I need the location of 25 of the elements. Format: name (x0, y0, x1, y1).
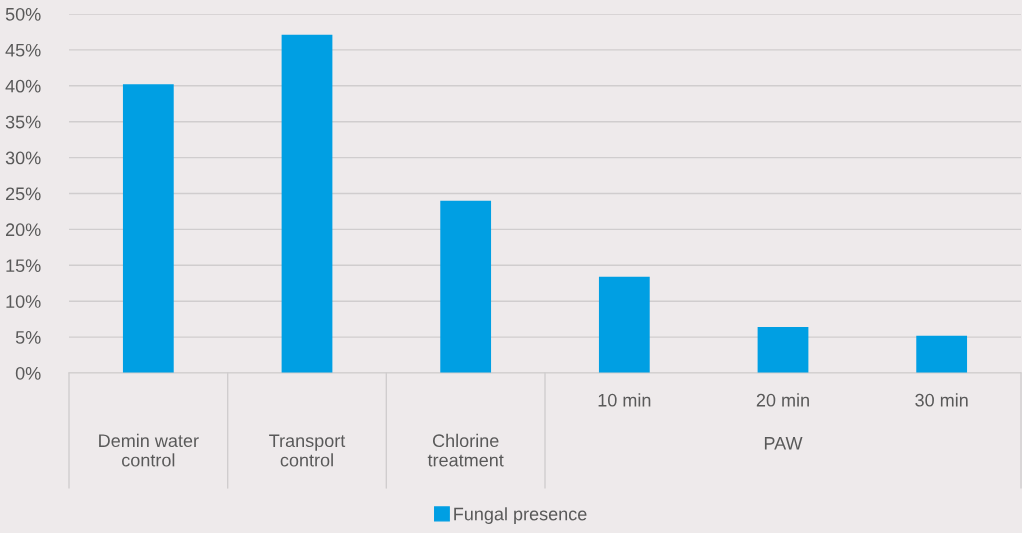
y-tick-label: 0% (15, 366, 41, 380)
y-tick-label: 5% (15, 331, 41, 344)
bar (281, 34, 333, 373)
x-tick-label: 10 min (598, 393, 651, 407)
bar (122, 84, 174, 373)
y-tick-label: 45% (5, 43, 41, 57)
y-tick-label: 25% (5, 187, 41, 201)
text: PAW (764, 437, 803, 450)
y-tick-label: 35% (5, 115, 41, 129)
y-tick-label: 50% (5, 7, 41, 21)
y-tick-label: 20% (5, 223, 41, 237)
bar (440, 200, 492, 373)
y-tick-label: 30% (5, 151, 41, 165)
bar (598, 276, 650, 373)
y-tick-label: 10% (6, 295, 41, 308)
bar (916, 335, 968, 373)
x-tick-label: Chlorine treatment (427, 433, 504, 467)
legend-label: Fungal presence (454, 507, 587, 524)
x-tick-label: 30 min (915, 393, 968, 407)
x-tick-label: Demin water control (99, 433, 199, 467)
y-tick-label: 15% (6, 259, 41, 273)
bar (757, 327, 809, 373)
y-tick-label: 40% (5, 79, 41, 93)
x-tick-label: 20 min (756, 393, 809, 407)
x-tick-label: Transport control (269, 434, 346, 467)
